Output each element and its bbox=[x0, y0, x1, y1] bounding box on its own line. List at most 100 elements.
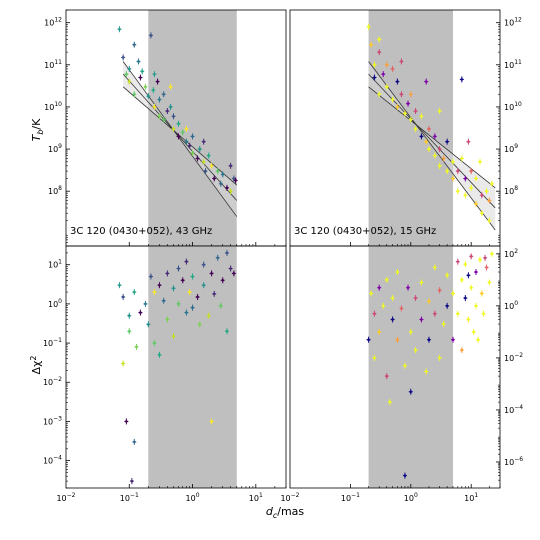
data-point bbox=[146, 93, 151, 100]
data-point-marker bbox=[169, 85, 172, 89]
data-point-marker bbox=[177, 302, 180, 306]
data-point bbox=[377, 328, 382, 335]
plot-area bbox=[117, 246, 237, 488]
data-point-marker bbox=[391, 67, 394, 71]
data-point-marker bbox=[367, 25, 370, 29]
data-point bbox=[168, 83, 173, 90]
data-point bbox=[390, 96, 395, 103]
data-point-marker bbox=[219, 304, 223, 307]
panel-bottom-left: 10−2 10−1 100 101 10−4 10−3 10−2 10−1 100 101 bbox=[43, 245, 287, 503]
data-point-marker bbox=[191, 151, 194, 155]
y-tick-label: 10−2 bbox=[504, 352, 523, 363]
data-point-marker bbox=[185, 140, 188, 143]
data-point-marker bbox=[196, 295, 199, 299]
data-point-marker bbox=[132, 440, 136, 444]
data-point bbox=[224, 328, 229, 335]
data-point bbox=[413, 125, 418, 132]
data-point-marker bbox=[409, 118, 413, 121]
data-point-marker bbox=[409, 92, 413, 96]
data-point bbox=[466, 272, 471, 279]
data-point-marker bbox=[451, 292, 455, 295]
plot-area bbox=[117, 10, 238, 246]
data-point bbox=[209, 418, 214, 425]
data-point-marker bbox=[162, 118, 165, 121]
data-point-marker bbox=[488, 199, 491, 202]
x-tick-label: 100 bbox=[186, 492, 200, 503]
data-point-marker bbox=[391, 296, 394, 300]
data-point-marker bbox=[396, 338, 399, 342]
data-point bbox=[399, 305, 404, 312]
data-point bbox=[195, 293, 200, 300]
y-tick-label: 10−6 bbox=[504, 456, 523, 467]
data-point bbox=[451, 158, 456, 165]
data-point bbox=[121, 293, 126, 300]
data-point-marker bbox=[474, 304, 478, 308]
data-point bbox=[377, 49, 382, 56]
data-point-marker bbox=[460, 157, 464, 160]
data-point bbox=[402, 362, 407, 369]
data-point-marker bbox=[385, 278, 389, 282]
data-point-marker bbox=[424, 80, 428, 83]
data-point bbox=[152, 71, 157, 78]
data-point bbox=[165, 270, 170, 277]
data-point bbox=[143, 83, 148, 90]
data-point-marker bbox=[456, 260, 460, 263]
data-point-marker bbox=[442, 157, 445, 160]
data-point-marker bbox=[403, 364, 407, 368]
data-point bbox=[231, 270, 236, 277]
data-point-marker bbox=[377, 330, 381, 334]
data-point bbox=[228, 265, 233, 272]
data-point-marker bbox=[121, 362, 125, 365]
data-point bbox=[408, 91, 413, 98]
data-point bbox=[406, 284, 411, 291]
data-point-marker bbox=[490, 252, 494, 256]
data-point-marker bbox=[469, 186, 473, 190]
data-point bbox=[157, 351, 162, 358]
data-point-marker bbox=[467, 318, 470, 321]
data-point bbox=[138, 309, 143, 316]
data-point bbox=[184, 138, 189, 145]
data-point bbox=[157, 113, 162, 120]
data-point-marker bbox=[166, 318, 169, 321]
data-point bbox=[384, 61, 389, 68]
data-point bbox=[372, 61, 377, 68]
data-point bbox=[220, 171, 225, 178]
data-point bbox=[127, 78, 132, 85]
data-point bbox=[481, 310, 486, 317]
data-point-marker bbox=[202, 263, 205, 266]
data-point-marker bbox=[232, 177, 236, 180]
data-point-marker bbox=[149, 34, 153, 37]
data-point-marker bbox=[403, 474, 407, 477]
data-point bbox=[395, 336, 400, 343]
data-point bbox=[129, 478, 134, 485]
data-point bbox=[176, 120, 181, 127]
data-point-marker bbox=[469, 286, 473, 289]
data-point bbox=[466, 316, 471, 323]
data-point-marker bbox=[156, 80, 159, 83]
data-point bbox=[140, 68, 145, 75]
data-point-marker bbox=[490, 182, 494, 186]
data-point-marker bbox=[474, 270, 478, 274]
data-point bbox=[132, 41, 137, 48]
data-point bbox=[413, 108, 418, 115]
y-tick-label: 109 bbox=[504, 143, 518, 154]
data-point bbox=[201, 261, 206, 268]
data-point-marker bbox=[181, 278, 185, 282]
panel-annotation: 3C 120 (0430+052), 15 GHz bbox=[294, 226, 436, 237]
data-point-marker bbox=[210, 272, 213, 275]
data-point-marker bbox=[474, 202, 478, 206]
data-point bbox=[455, 258, 460, 265]
data-point-marker bbox=[433, 266, 437, 269]
data-point-marker bbox=[438, 164, 441, 168]
data-point bbox=[390, 295, 395, 302]
data-point bbox=[399, 91, 404, 98]
data-point-marker bbox=[464, 193, 467, 197]
data-point bbox=[437, 354, 442, 361]
data-point-marker bbox=[420, 281, 423, 284]
data-point-marker bbox=[480, 193, 484, 197]
data-point bbox=[180, 129, 185, 136]
data-point-marker bbox=[456, 169, 460, 173]
data-point bbox=[161, 116, 166, 123]
data-point bbox=[478, 256, 483, 263]
data-point-marker bbox=[207, 154, 210, 157]
